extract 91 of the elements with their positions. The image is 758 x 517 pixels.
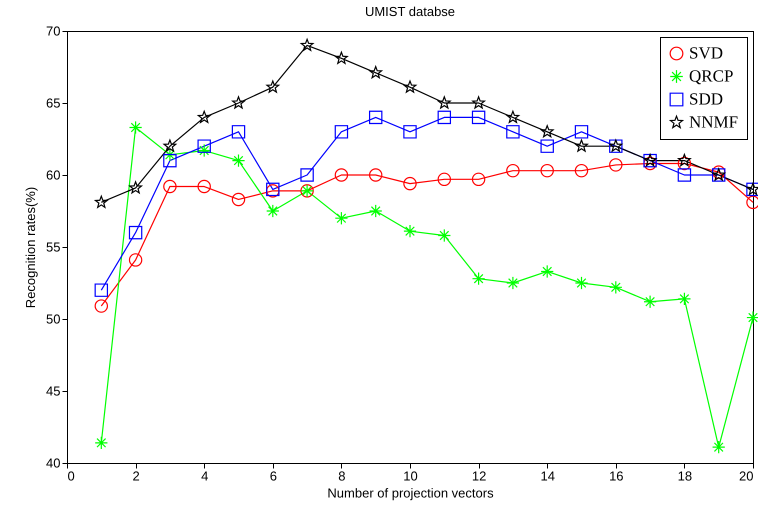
point	[163, 180, 177, 194]
point	[232, 125, 246, 139]
x-tick-label: 16	[609, 468, 624, 484]
x-tick-label: 10	[403, 468, 418, 484]
y-tick-label: 65	[46, 96, 60, 110]
point	[94, 299, 108, 313]
y-tick-label: 40	[46, 456, 60, 470]
y-axis-title: Recognition rates(%)	[23, 186, 38, 308]
x-tick-label: 20	[739, 468, 754, 484]
legend-label: SDD	[689, 90, 724, 108]
point	[94, 196, 108, 208]
chart-title: UMIST databse	[364, 4, 456, 19]
point	[438, 228, 452, 242]
point	[128, 226, 142, 240]
point	[163, 154, 177, 168]
point	[163, 139, 176, 152]
point	[368, 110, 382, 124]
x-tick-label: 4	[201, 468, 208, 484]
point	[128, 253, 142, 267]
point	[506, 110, 520, 123]
point	[438, 172, 452, 186]
point	[197, 180, 211, 194]
point	[574, 125, 588, 139]
y-tick-label: 45	[46, 384, 60, 398]
point	[403, 125, 417, 139]
point	[574, 276, 588, 290]
point	[678, 292, 692, 306]
x-axis-title: Number of projection vectors	[327, 486, 494, 500]
y-tick-label: 70	[46, 24, 60, 38]
point	[300, 38, 314, 51]
point	[678, 168, 692, 182]
point	[334, 125, 348, 139]
point	[712, 165, 726, 179]
point	[266, 80, 280, 93]
point	[334, 168, 348, 182]
point	[540, 125, 554, 138]
point	[438, 110, 452, 124]
point	[712, 440, 726, 454]
x-tick-label: 18	[678, 468, 692, 484]
point	[300, 168, 314, 182]
point	[540, 164, 554, 178]
point	[334, 211, 348, 225]
point	[643, 156, 657, 170]
point	[163, 148, 177, 162]
point	[472, 272, 486, 286]
point	[94, 436, 108, 450]
point	[232, 192, 246, 206]
point	[540, 264, 554, 278]
point	[403, 176, 417, 190]
point	[472, 96, 486, 109]
point	[368, 204, 382, 218]
legend-label: SVD	[689, 44, 724, 62]
y-tick-label: 60	[46, 168, 60, 182]
y-tick-label: 50	[46, 312, 60, 326]
x-tick-label: 8	[338, 468, 346, 484]
point	[472, 110, 486, 124]
point	[678, 156, 692, 170]
point	[678, 154, 691, 166]
point	[232, 96, 245, 109]
x-tick-label: 12	[472, 468, 486, 484]
point	[643, 294, 657, 308]
point	[404, 80, 416, 93]
point	[197, 144, 211, 158]
point	[506, 276, 520, 290]
point	[506, 164, 520, 178]
legend-label: NNMF	[689, 112, 738, 132]
x-tick-label: 0	[68, 468, 75, 484]
point	[197, 139, 211, 153]
legend-label: QRCP	[689, 66, 734, 86]
point	[506, 125, 520, 139]
point	[94, 283, 108, 297]
point	[198, 110, 211, 123]
point	[369, 66, 382, 78]
point	[232, 154, 246, 168]
point	[609, 158, 623, 172]
point	[368, 168, 382, 182]
point	[128, 120, 142, 134]
point	[438, 96, 451, 109]
point	[574, 164, 588, 178]
point	[129, 181, 142, 194]
point	[472, 172, 486, 186]
y-tick-label: 55	[46, 240, 60, 254]
point	[266, 204, 280, 218]
point	[575, 139, 588, 152]
point	[540, 139, 554, 153]
point	[334, 52, 348, 64]
x-tick-label: 14	[540, 468, 555, 484]
x-tick-label: 6	[270, 468, 277, 484]
point	[403, 224, 417, 238]
x-tick-label: 2	[132, 468, 140, 484]
point	[609, 280, 623, 294]
